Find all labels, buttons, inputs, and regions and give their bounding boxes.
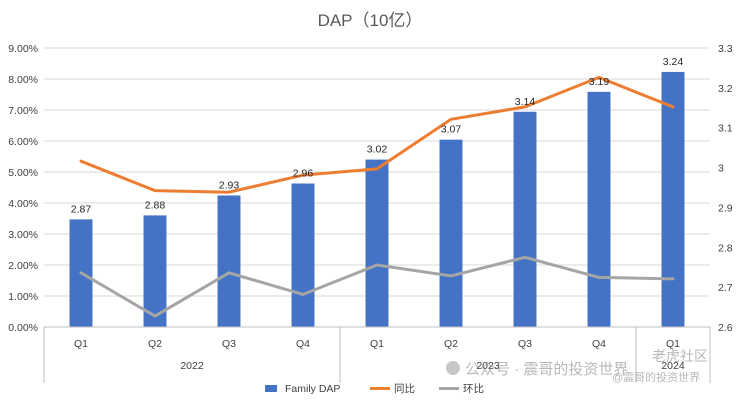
bar-value-label: 3.24 [663, 56, 684, 68]
right-tick-label: 2.6 [718, 322, 733, 334]
left-tick-label: 9.00% [8, 43, 38, 55]
wechat-icon [446, 361, 460, 375]
x-tick-label: Q2 [148, 338, 162, 350]
bar [365, 159, 389, 327]
bar [143, 215, 167, 327]
bar-value-label: 2.96 [293, 168, 314, 180]
right-tick-label: 3.2 [718, 83, 733, 95]
watermark: 公众号 · 震哥的投资世界 老虎社区 @震哥的投资世界 [446, 348, 708, 384]
legend-label: 同比 [394, 382, 415, 395]
legend-swatch [265, 385, 277, 392]
bar [661, 71, 685, 328]
left-tick-label: 1.00% [8, 291, 38, 303]
left-tick-label: 4.00% [8, 198, 38, 210]
legend: Family DAP 同比 环比 [265, 382, 484, 395]
right-axis: 2.6 2.7 2.8 2.9 3 3.1 3.2 3.3 [718, 43, 733, 334]
bar-value-label: 3.02 [367, 144, 388, 156]
year-label: 2023 [476, 360, 500, 372]
bar-value-label: 2.87 [71, 203, 92, 215]
bar [291, 183, 315, 327]
right-tick-label: 2.7 [718, 282, 733, 294]
left-tick-label: 7.00% [8, 105, 38, 117]
x-tick-label: Q4 [592, 338, 606, 350]
right-tick-label: 2.9 [718, 202, 733, 214]
left-tick-label: 8.00% [8, 74, 38, 86]
lines [79, 75, 675, 318]
left-tick-label: 2.00% [8, 260, 38, 272]
bar-value-label: 3.07 [441, 124, 462, 136]
legend-label: Family DAP [285, 383, 340, 395]
legend-label: 环比 [463, 382, 484, 395]
watermark-text-3: @震哥的投资世界 [612, 370, 700, 384]
x-tick-label: Q2 [444, 338, 458, 350]
x-tick-label: Q4 [296, 338, 310, 350]
x-axis: Q1 Q2 Q3 Q4 Q1 Q2 Q3 Q4 Q1 2022 2023 2024 [43, 326, 711, 383]
data-labels: 2.87 2.88 2.93 2.96 3.02 3.07 3.14 3.19 3.24 [71, 56, 684, 215]
x-tick-label: Q3 [222, 338, 236, 350]
bar [587, 91, 611, 327]
x-tick-label: Q1 [370, 338, 384, 350]
watermark-text: 公众号 · 震哥的投资世界 [465, 361, 628, 378]
left-tick-label: 3.00% [8, 229, 38, 241]
right-tick-label: 3.3 [718, 43, 733, 55]
bar [513, 111, 537, 328]
series-line [79, 75, 675, 194]
x-tick-label: Q1 [74, 338, 88, 350]
bar [439, 139, 463, 327]
bar-value-label: 2.93 [219, 179, 240, 191]
series-line [79, 255, 675, 318]
bar-value-label: 2.88 [145, 199, 166, 211]
year-label: 2022 [180, 360, 204, 372]
right-tick-label: 2.8 [718, 242, 733, 254]
right-tick-label: 3.1 [718, 123, 733, 135]
left-tick-label: 5.00% [8, 167, 38, 179]
left-tick-label: 0.00% [8, 322, 38, 334]
bar-value-label: 3.14 [515, 96, 536, 108]
x-tick-label: Q1 [666, 338, 680, 350]
left-tick-label: 6.00% [8, 136, 38, 148]
left-axis: 0.00% 1.00% 2.00% 3.00% 4.00% 5.00% 6.00% 7.00%… [8, 43, 38, 334]
watermark-text-2: 老虎社区 [652, 348, 708, 364]
chart-title: DAP（10亿） [318, 11, 423, 30]
x-tick-label: Q3 [518, 338, 532, 350]
right-tick-label: 3 [718, 163, 724, 175]
bar [217, 195, 241, 327]
bar-value-label: 3.19 [589, 76, 610, 88]
year-label: 2024 [661, 360, 685, 372]
